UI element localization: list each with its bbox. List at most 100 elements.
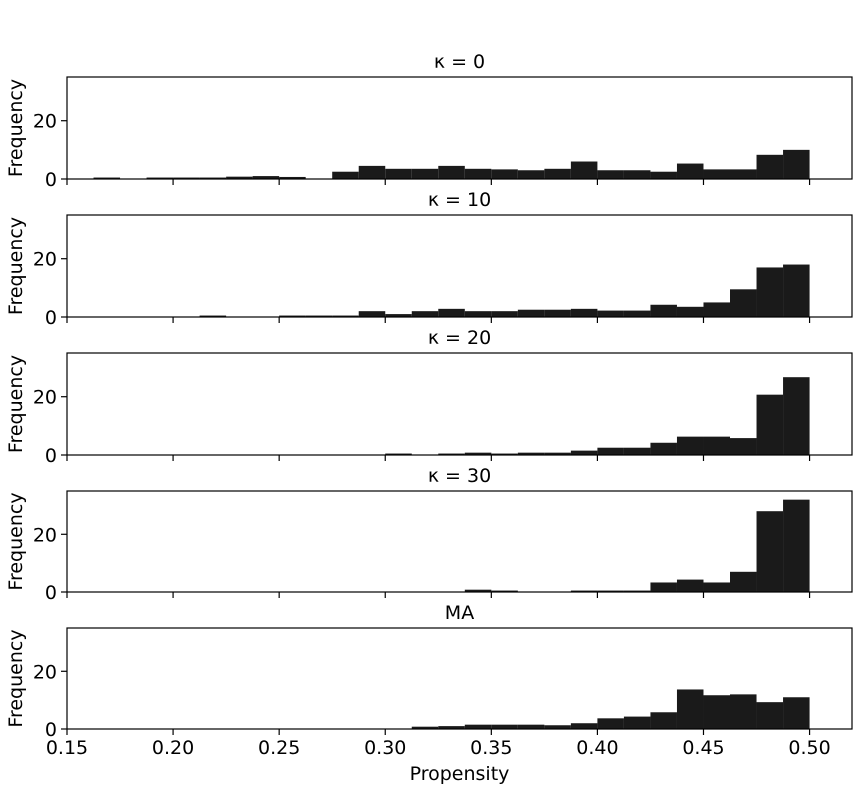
histogram-bar xyxy=(173,177,200,179)
histogram-bar xyxy=(411,311,439,317)
histogram-bar xyxy=(332,315,359,317)
histogram-bar xyxy=(703,582,731,592)
x-tick-label: 0.40 xyxy=(576,737,618,759)
y-axis-label: Frequency xyxy=(5,629,27,727)
histogram-bar xyxy=(676,689,704,729)
histogram-bar xyxy=(597,310,624,317)
histogram-bar xyxy=(305,315,333,317)
axes-frame xyxy=(66,76,853,180)
histogram-bar xyxy=(676,579,704,592)
histogram-bar xyxy=(491,169,518,179)
histogram-bar xyxy=(623,447,651,455)
histogram-bar xyxy=(517,452,545,455)
histogram-bar xyxy=(464,724,492,729)
histogram-bar xyxy=(464,452,492,455)
histogram-bar xyxy=(544,725,571,729)
panel-0: κ = 0 0 20 Frequency xyxy=(5,51,853,191)
histogram-bar xyxy=(756,394,784,455)
histogram-bar xyxy=(730,571,757,592)
x-tick-label: 0.15 xyxy=(46,737,88,759)
histogram-bar xyxy=(517,309,545,317)
histogram-bar xyxy=(597,718,624,729)
histogram-bar xyxy=(491,453,518,455)
axes-frame xyxy=(66,490,853,593)
panel-title: κ = 10 xyxy=(428,189,491,211)
histogram-bar xyxy=(623,716,651,729)
histogram-bar xyxy=(93,177,121,179)
histogram-bar xyxy=(570,723,598,729)
histogram-bar xyxy=(623,590,651,592)
panel-title: κ = 30 xyxy=(428,465,491,487)
histogram-bar xyxy=(358,311,386,317)
histogram-bar xyxy=(756,267,784,317)
histogram-bar xyxy=(464,589,492,592)
histogram-bar xyxy=(464,311,492,317)
histogram-bar xyxy=(756,702,784,729)
histogram-bar xyxy=(676,306,704,317)
histogram-bar xyxy=(385,168,412,179)
y-tick-label: 20 xyxy=(33,111,57,133)
histogram-bar xyxy=(279,315,306,317)
panel-2: κ = 20 0 20 Frequency xyxy=(5,327,853,467)
histogram-bar xyxy=(570,161,598,179)
histogram-bar xyxy=(544,452,571,455)
x-tick-label: 0.45 xyxy=(682,737,724,759)
y-tick-label: 0 xyxy=(45,445,57,467)
axes-frame xyxy=(66,627,853,730)
histogram-bar xyxy=(146,177,174,179)
histogram-bar xyxy=(491,590,518,592)
histogram-bar xyxy=(623,310,651,317)
y-tick-label: 0 xyxy=(45,719,57,741)
x-axis-label: Propensity xyxy=(410,763,510,785)
histogram-bar xyxy=(570,590,598,592)
histogram-bar xyxy=(676,436,704,455)
y-tick-label: 0 xyxy=(45,307,57,329)
histogram-bar xyxy=(438,726,465,729)
histogram-bar xyxy=(570,308,598,317)
histogram-bar xyxy=(597,170,624,179)
histogram-bar xyxy=(332,171,359,179)
histogram-bar xyxy=(438,453,465,455)
histogram-bar xyxy=(252,176,280,179)
histogram-bar xyxy=(491,724,518,729)
x-tick-label: 0.30 xyxy=(364,737,406,759)
histogram-bar xyxy=(411,726,439,729)
histogram-bar xyxy=(226,176,253,179)
histogram-bar xyxy=(650,171,677,179)
histogram-bar xyxy=(650,442,677,455)
histogram-bar xyxy=(783,149,810,179)
y-tick-label: 20 xyxy=(33,524,57,546)
x-tick-label: 0.50 xyxy=(788,737,830,759)
y-tick-label: 20 xyxy=(33,661,57,683)
histogram-bar xyxy=(438,165,465,179)
histogram-bar xyxy=(385,453,412,455)
histogram-bar xyxy=(730,289,757,317)
panel-1: κ = 10 0 20 Frequency xyxy=(5,189,853,329)
histogram-bar xyxy=(491,311,518,317)
histogram-bar xyxy=(783,377,810,455)
axes-frame xyxy=(66,352,853,456)
axes-frame xyxy=(66,214,853,318)
histogram-bar xyxy=(544,168,571,179)
panel-title: MA xyxy=(445,602,474,624)
y-axis-label: Frequency xyxy=(5,355,27,453)
histogram-bar xyxy=(703,695,731,729)
histogram-bar xyxy=(517,170,545,179)
histogram-bar xyxy=(438,308,465,317)
histogram-bar xyxy=(464,168,492,179)
histogram-bar xyxy=(411,168,439,179)
histogram-bar xyxy=(730,438,757,455)
x-tick-label: 0.35 xyxy=(470,737,512,759)
y-tick-label: 20 xyxy=(33,249,57,271)
histogram-bar xyxy=(650,304,677,317)
histogram-bar xyxy=(199,177,227,179)
histogram-bar xyxy=(385,314,412,317)
histogram-bar xyxy=(756,511,784,592)
panel-3: κ = 30 0 20 Frequency xyxy=(5,465,853,604)
histogram-bar xyxy=(703,302,731,317)
histogram-bar xyxy=(756,154,784,179)
panel-4: MA 0 20 Frequency xyxy=(5,602,853,741)
panel-title: κ = 0 xyxy=(434,51,485,73)
histogram-bar xyxy=(597,590,624,592)
